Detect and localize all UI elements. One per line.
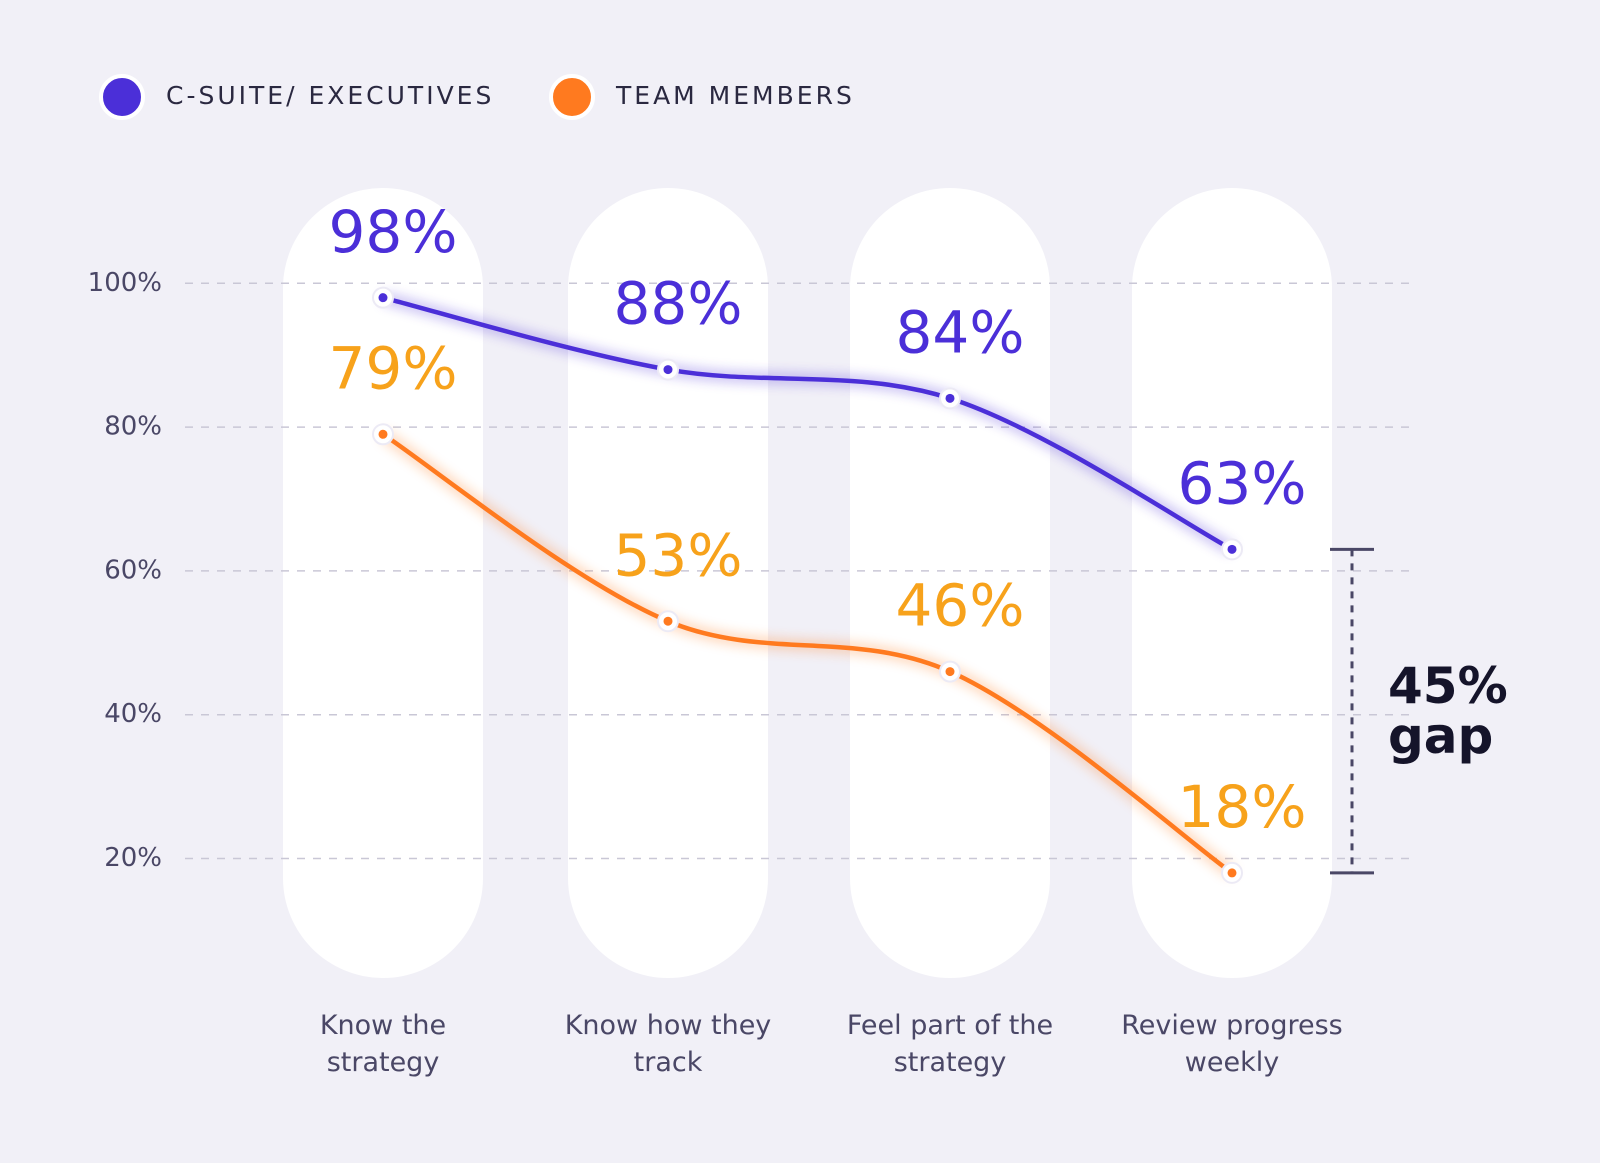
y-tick-label: 80% [104, 412, 162, 442]
data-label: 88% [614, 270, 743, 338]
y-tick-label: 100% [88, 268, 162, 298]
data-point-dot [945, 667, 955, 677]
legend-swatch [99, 74, 145, 120]
line-glow [380, 430, 1235, 877]
data-label: 63% [1178, 449, 1307, 517]
series-line [382, 295, 1234, 552]
column-band [1132, 188, 1332, 978]
y-tick-label: 60% [104, 555, 162, 585]
data-label: 79% [329, 334, 458, 402]
series-line [381, 432, 1234, 875]
data-point-dot [663, 365, 673, 375]
legend-label: C-SUITE/ EXECUTIVES [166, 81, 494, 110]
data-label: 53% [614, 521, 743, 589]
x-tick-label: Know the strategy [319, 1010, 447, 1078]
data-point-dot [1227, 544, 1237, 554]
column-band [283, 188, 483, 978]
data-label: 46% [896, 572, 1025, 640]
x-tick-label: Know how they track [564, 1010, 772, 1078]
data-point-dot [378, 293, 388, 303]
x-tick-label: Feel part of the strategy [846, 1010, 1054, 1078]
gap-annotation: 45% gap [1388, 657, 1508, 766]
x-tick-label: Review progress weekly [1121, 1010, 1343, 1078]
data-label: 84% [896, 298, 1025, 366]
line-glow [381, 292, 1235, 554]
y-tick-label: 40% [104, 699, 162, 729]
data-point-dot [945, 393, 955, 403]
data-point-dot [1227, 868, 1237, 878]
column-band [568, 188, 768, 978]
y-tick-label: 20% [104, 843, 162, 873]
legend-label: TEAM MEMBERS [615, 81, 855, 110]
data-point-dot [663, 616, 673, 626]
data-point-dot [378, 429, 388, 439]
data-label: 98% [329, 198, 458, 266]
legend-swatch [549, 74, 595, 120]
data-label: 18% [1178, 773, 1307, 841]
